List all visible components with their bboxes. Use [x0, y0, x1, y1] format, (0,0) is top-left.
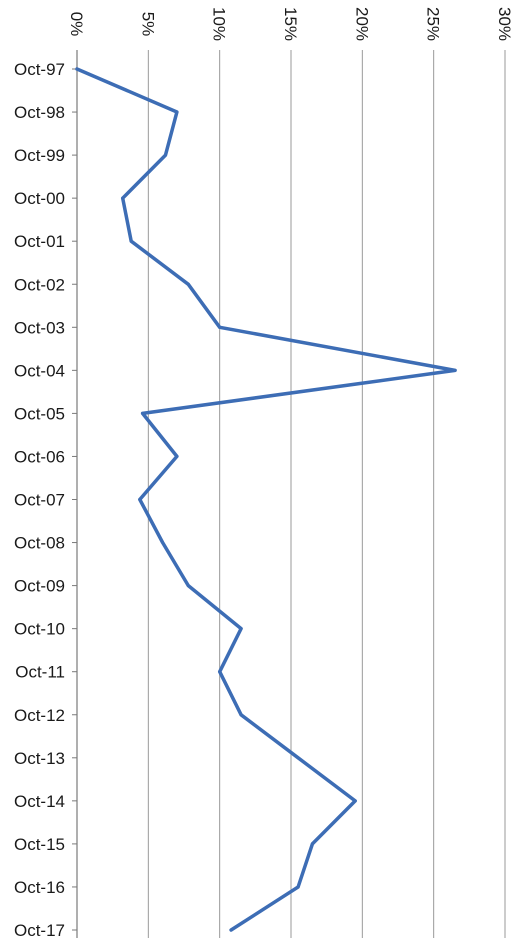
- series-line: [75, 67, 457, 932]
- category-axis-labels: Oct-97 Oct-98 Oct-99 Oct-00 Oct-01 Oct-02 Oct-…: [14, 60, 65, 940]
- category-label: Oct-16: [14, 878, 65, 897]
- data-point: [218, 670, 222, 674]
- category-label: Oct-07: [14, 491, 65, 510]
- data-point: [141, 411, 145, 415]
- data-point: [163, 153, 167, 157]
- data-point: [161, 541, 165, 545]
- category-label: Oct-12: [14, 706, 65, 725]
- data-point: [239, 627, 243, 631]
- category-label: Oct-14: [14, 792, 65, 811]
- data-point: [186, 584, 190, 588]
- category-label: Oct-10: [14, 620, 65, 639]
- category-label: Oct-99: [14, 146, 65, 165]
- value-tick-label: 15%: [281, 7, 300, 41]
- category-label: Oct-04: [14, 361, 65, 380]
- data-point: [296, 885, 300, 889]
- data-point: [75, 67, 79, 71]
- category-label: Oct-08: [14, 534, 65, 553]
- data-point: [239, 713, 243, 717]
- category-label: Oct-11: [15, 663, 65, 682]
- category-label: Oct-17: [14, 921, 65, 940]
- data-point: [175, 454, 179, 458]
- data-point: [186, 282, 190, 286]
- category-label: Oct-98: [14, 103, 65, 122]
- category-label: Oct-15: [14, 835, 65, 854]
- data-point: [129, 239, 133, 243]
- value-tick-label: 10%: [210, 7, 229, 41]
- category-label: Oct-00: [14, 189, 65, 208]
- value-tick-label: 20%: [352, 7, 371, 41]
- value-axis: [72, 50, 78, 938]
- category-label: Oct-05: [14, 404, 65, 423]
- category-label: Oct-06: [14, 447, 65, 466]
- category-label: Oct-03: [14, 318, 65, 337]
- data-point: [218, 325, 222, 329]
- category-label: Oct-13: [14, 749, 65, 768]
- value-tick-label: 30%: [495, 7, 514, 41]
- value-axis-tick-labels: 0% 5% 10% 15% 20% 25% 30%: [67, 7, 514, 41]
- data-point: [175, 110, 179, 114]
- data-point: [310, 842, 314, 846]
- value-tick-label: 0%: [67, 12, 86, 37]
- data-point: [453, 368, 457, 372]
- value-tick-label: 5%: [138, 12, 157, 37]
- category-label: Oct-09: [14, 577, 65, 596]
- data-point: [121, 196, 125, 200]
- gridlines: [147, 50, 506, 938]
- category-label: Oct-02: [14, 275, 65, 294]
- data-point: [229, 928, 233, 932]
- data-point: [353, 799, 357, 803]
- category-label: Oct-97: [14, 60, 65, 79]
- series-layer: [75, 67, 457, 932]
- data-point: [138, 498, 142, 501]
- category-label: Oct-01: [14, 232, 65, 251]
- value-tick-label: 25%: [424, 7, 443, 41]
- data-point: [296, 756, 300, 760]
